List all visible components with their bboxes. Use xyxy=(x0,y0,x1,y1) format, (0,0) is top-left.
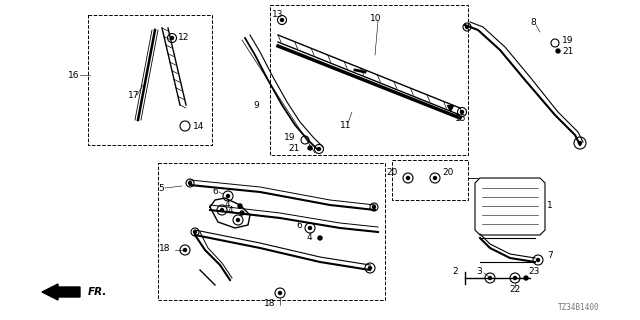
Text: 11: 11 xyxy=(340,121,351,130)
Circle shape xyxy=(238,204,242,208)
Text: 18: 18 xyxy=(159,244,170,252)
Text: 12: 12 xyxy=(178,33,189,42)
Text: 1: 1 xyxy=(547,201,553,210)
Text: 15: 15 xyxy=(455,114,467,123)
Circle shape xyxy=(280,19,284,21)
Text: 10: 10 xyxy=(370,13,381,22)
Circle shape xyxy=(237,219,239,221)
Bar xyxy=(392,160,468,200)
Circle shape xyxy=(406,177,410,180)
Text: 23: 23 xyxy=(528,268,540,276)
Text: 18: 18 xyxy=(264,300,276,308)
Text: 14: 14 xyxy=(193,122,204,131)
Circle shape xyxy=(513,276,516,279)
Bar xyxy=(158,163,385,300)
Text: 17: 17 xyxy=(128,91,140,100)
Text: 21: 21 xyxy=(289,143,300,153)
Circle shape xyxy=(278,292,282,294)
Circle shape xyxy=(170,36,173,39)
Circle shape xyxy=(372,205,376,209)
Text: 2: 2 xyxy=(452,268,458,276)
Text: 5: 5 xyxy=(158,183,164,193)
Circle shape xyxy=(189,181,191,185)
Text: 21: 21 xyxy=(562,46,573,55)
Text: TZ34B1400: TZ34B1400 xyxy=(558,303,600,312)
Circle shape xyxy=(308,146,312,150)
Text: 8: 8 xyxy=(530,18,536,27)
Circle shape xyxy=(308,227,312,229)
Text: 13: 13 xyxy=(272,10,284,19)
Circle shape xyxy=(318,236,322,240)
Circle shape xyxy=(556,49,560,53)
Circle shape xyxy=(536,259,540,261)
Text: 4: 4 xyxy=(225,199,230,209)
Circle shape xyxy=(221,209,223,212)
Text: 3: 3 xyxy=(476,268,482,276)
Text: FR.: FR. xyxy=(88,287,108,297)
Text: 4: 4 xyxy=(307,233,312,242)
Text: 4: 4 xyxy=(227,205,233,214)
Text: 16: 16 xyxy=(68,70,79,79)
Circle shape xyxy=(193,230,196,234)
Text: 6: 6 xyxy=(296,220,302,229)
Bar xyxy=(270,5,468,155)
Circle shape xyxy=(488,276,492,279)
Text: 22: 22 xyxy=(509,285,520,294)
Circle shape xyxy=(184,249,186,252)
Circle shape xyxy=(579,141,582,145)
Circle shape xyxy=(524,276,528,280)
Text: 20: 20 xyxy=(442,167,453,177)
Circle shape xyxy=(227,195,230,197)
Circle shape xyxy=(369,267,371,269)
Text: 19: 19 xyxy=(562,36,573,44)
Circle shape xyxy=(433,177,436,180)
Bar xyxy=(88,15,212,145)
Circle shape xyxy=(240,211,244,215)
Text: 7: 7 xyxy=(547,251,553,260)
Circle shape xyxy=(461,110,463,114)
Text: 6: 6 xyxy=(212,187,218,196)
Text: 19: 19 xyxy=(284,132,295,141)
Text: 20: 20 xyxy=(387,167,398,177)
Text: 9: 9 xyxy=(253,100,259,109)
Circle shape xyxy=(317,148,321,150)
Circle shape xyxy=(465,26,468,28)
FancyArrow shape xyxy=(42,284,80,300)
